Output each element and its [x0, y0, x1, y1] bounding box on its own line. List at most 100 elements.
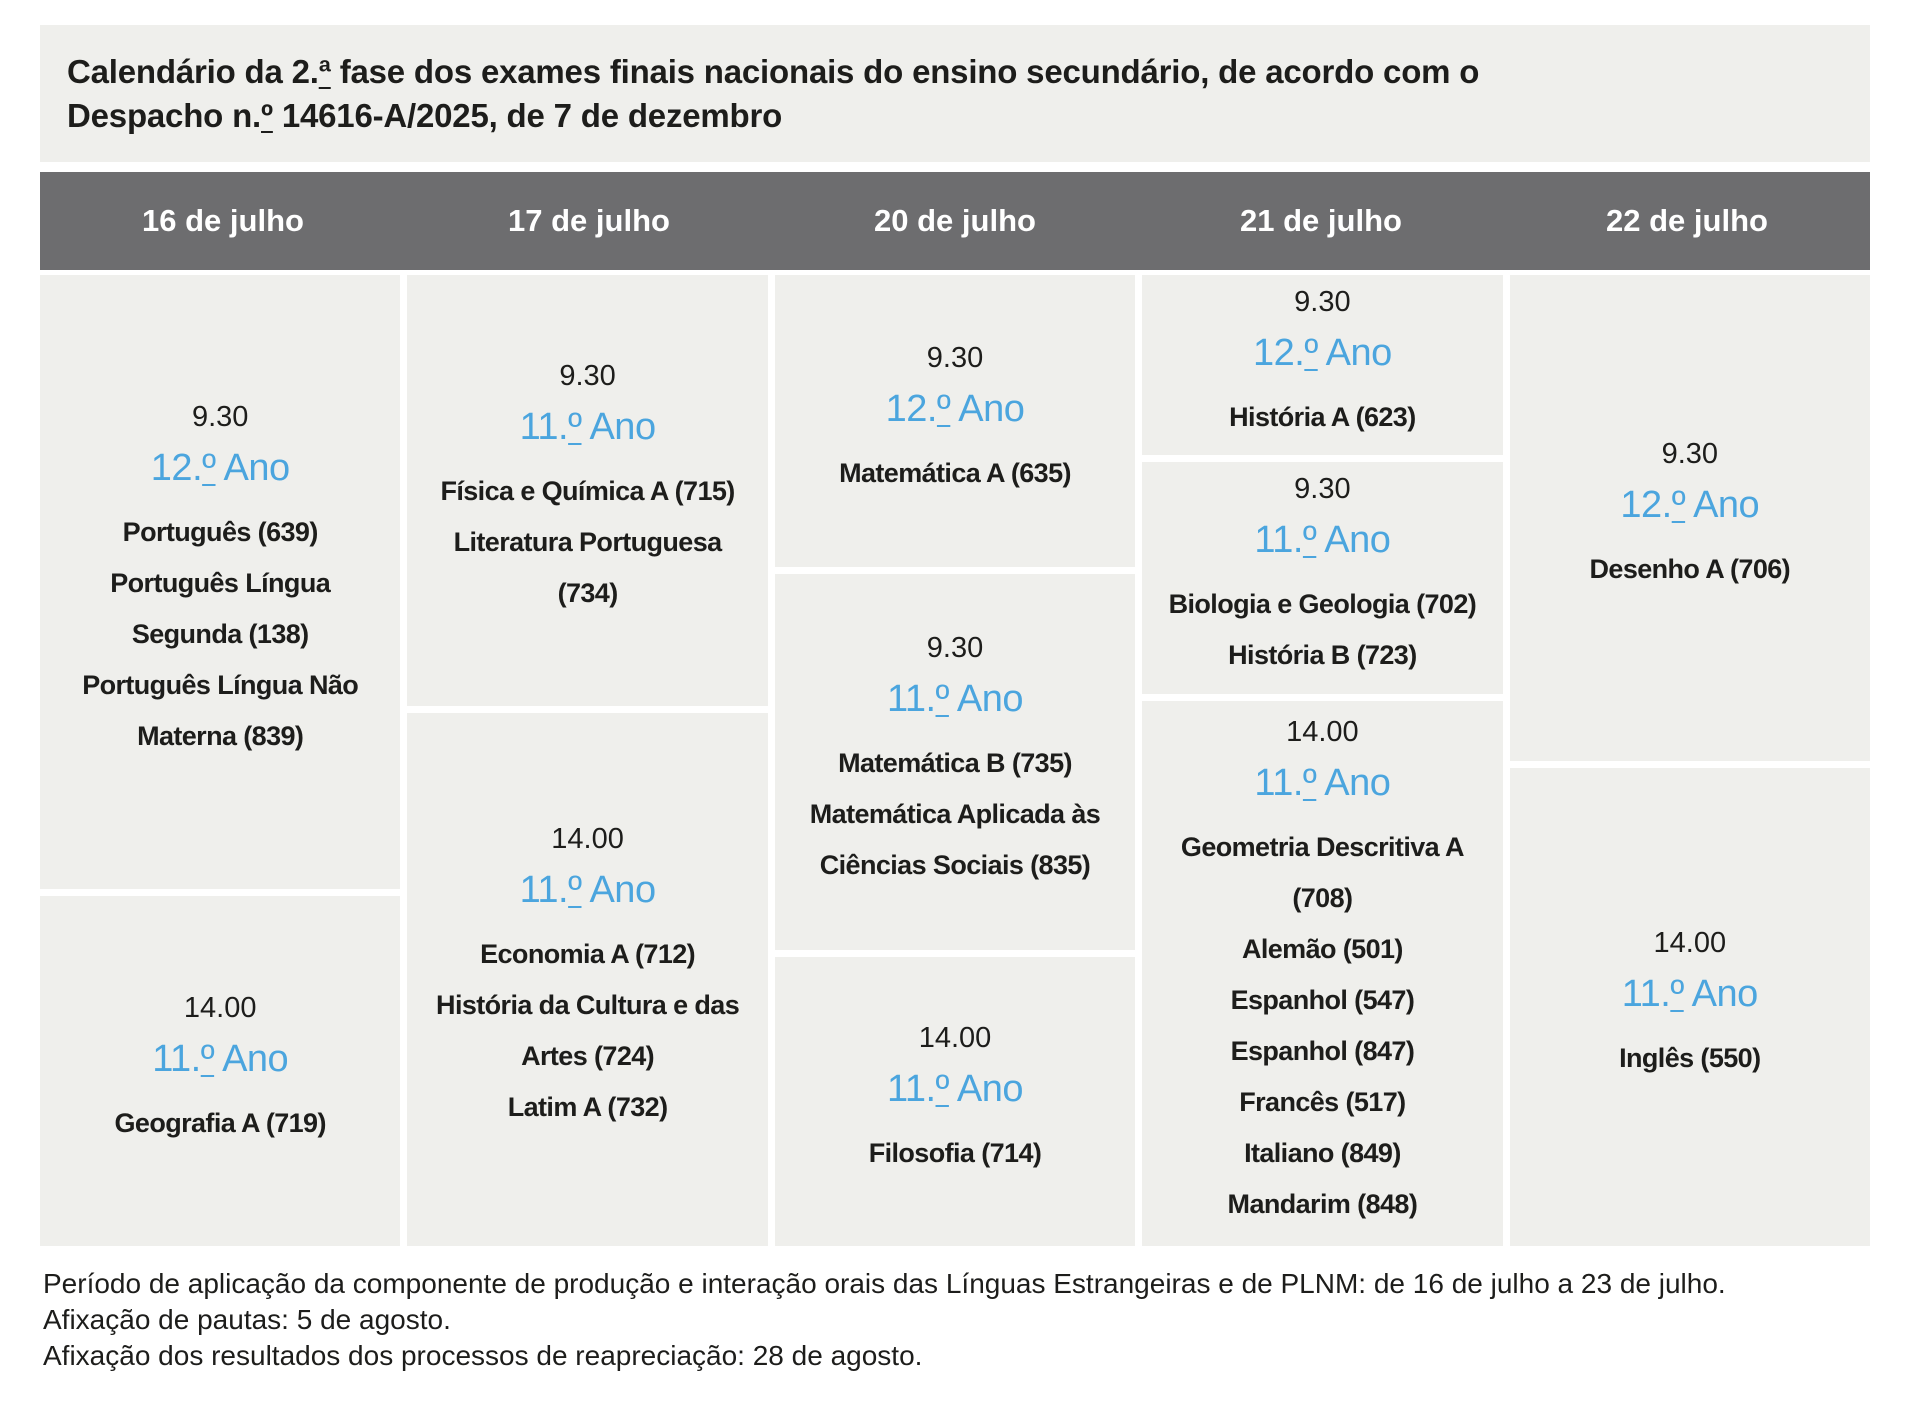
date-header-20-julho: 20 de julho — [874, 203, 1036, 238]
exam-year: 11.º Ano — [519, 869, 656, 912]
ordinal-indicator: º — [568, 405, 582, 448]
exam-subject: Geografia A (719) — [114, 1107, 327, 1138]
day-column-16-julho: 9.30 12.º Ano Português (639) Português … — [40, 275, 401, 1246]
exam-subject: Filosofia (714) — [868, 1137, 1042, 1168]
exam-year: 12.º Ano — [1620, 484, 1760, 527]
exam-session-cell: 9.30 12.º Ano Matemática A (635) — [774, 275, 1136, 568]
exam-year: 11.º Ano — [1254, 761, 1391, 804]
exam-subject: Espanhol (847) — [1230, 1035, 1415, 1066]
exam-session-cell: 9.30 12.º Ano Desenho A (706) — [1509, 275, 1870, 761]
exam-time: 14.00 — [1286, 715, 1359, 748]
ordinal-indicator: º — [202, 446, 216, 489]
ordinal-indicator: º — [936, 387, 951, 430]
exam-time: 9.30 — [926, 341, 984, 374]
exam-subject: Inglês (550) — [1619, 1043, 1761, 1074]
exam-subject: Português (639) — [122, 516, 319, 547]
exam-grid: 9.30 12.º Ano Português (639) Português … — [40, 275, 1870, 1246]
exam-year: 11.º Ano — [887, 677, 1023, 720]
exam-session-cell: 9.30 11.º Ano Física e Química A (715) L… — [407, 275, 768, 706]
exam-year: 11.º Ano — [152, 1037, 289, 1080]
exam-year: 11.º Ano — [1621, 973, 1758, 1016]
footer-notes: Período de aplicação da componente de pr… — [43, 1266, 1926, 1374]
exam-time: 9.30 — [1661, 438, 1719, 471]
exam-subject-list: Economia A (712) História da Cultura e d… — [436, 929, 740, 1133]
exam-subject: Latim A (732) — [507, 1092, 668, 1123]
exam-year: 11.º Ano — [519, 405, 656, 448]
exam-subject: Economia A (712) — [480, 939, 696, 970]
exam-subject: Espanhol (547) — [1230, 984, 1415, 1015]
exam-year: 12.º Ano — [885, 387, 1025, 430]
exam-subject: Matemática A (635) — [839, 457, 1071, 488]
exam-subject-list: Matemática A (635) — [839, 448, 1071, 499]
exam-subject: História da Cultura e das Artes (724) — [436, 990, 740, 1072]
exam-subject: Alemão (501) — [1241, 933, 1403, 964]
exam-subject-list: História A (623) — [1229, 392, 1416, 443]
page-title-line-2: Despacho n.º 14616-A/2025, de 7 de dezem… — [67, 96, 783, 134]
exam-session-cell: 9.30 11.º Ano Biologia e Geologia (702) … — [1142, 462, 1503, 695]
ordinal-indicator: º — [568, 869, 582, 912]
exam-time: 14.00 — [918, 1021, 992, 1054]
exam-subject: Português Língua Não Materna (839) — [82, 669, 359, 751]
footer-note-pautas: Afixação de pautas: 5 de agosto. — [43, 1304, 451, 1335]
footer-note-oral-period: Período de aplicação da componente de pr… — [43, 1268, 1726, 1299]
exam-subject-list: Física e Química A (715) Literatura Port… — [440, 466, 735, 619]
exam-time: 9.30 — [1294, 285, 1351, 318]
ordinal-indicator: º — [1670, 973, 1684, 1016]
exam-time: 14.00 — [183, 991, 257, 1024]
exam-session-cell: 14.00 11.º Ano Inglês (550) — [1509, 767, 1870, 1246]
date-header-22-julho: 22 de julho — [1606, 203, 1768, 238]
exam-subject-list: Geometria Descritiva A (708) Alemão (501… — [1180, 822, 1465, 1230]
day-column-20-julho: 9.30 12.º Ano Matemática A (635) 9.30 11… — [774, 275, 1136, 1246]
exam-subject: Desenho A (706) — [1589, 554, 1791, 585]
exam-subject: Literatura Portuguesa (734) — [453, 526, 723, 608]
exam-time: 14.00 — [551, 823, 624, 856]
exam-session-cell: 14.00 11.º Ano Geometria Descritiva A (7… — [1142, 701, 1503, 1246]
exam-year: 11.º Ano — [887, 1067, 1023, 1110]
exam-time: 9.30 — [191, 400, 249, 433]
exam-subject: Italiano (849) — [1244, 1137, 1401, 1168]
exam-subject-list: Filosofia (714) — [869, 1128, 1042, 1179]
page-title-line-1: Calendário da 2.ª fase dos exames finais… — [67, 52, 1480, 90]
exam-time: 9.30 — [1294, 473, 1351, 506]
exam-subject: Francês (517) — [1239, 1086, 1406, 1117]
exam-year: 12.º Ano — [1252, 331, 1392, 374]
ordinal-indicator: ª — [318, 52, 331, 90]
ordinal-indicator: º — [1304, 331, 1318, 374]
calendar-infographic: Calendário da 2.ª fase dos exames finais… — [40, 25, 1870, 1246]
exam-subject-list: Desenho A (706) — [1590, 544, 1791, 595]
exam-subject-list: Português (639) Português Língua Segunda… — [82, 507, 359, 762]
exam-session-cell: 14.00 11.º Ano Filosofia (714) — [774, 956, 1136, 1246]
ordinal-indicator: º — [261, 96, 273, 134]
exam-subject-list: Matemática B (735) Matemática Aplicada à… — [809, 738, 1101, 891]
exam-time: 9.30 — [559, 359, 616, 392]
ordinal-indicator: º — [1671, 484, 1686, 527]
exam-subject-list: Geografia A (719) — [114, 1098, 327, 1149]
exam-session-cell: 9.30 12.º Ano História A (623) — [1142, 275, 1503, 456]
exam-subject: Geometria Descritiva A (708) — [1180, 831, 1465, 913]
exam-subject: Matemática B (735) — [838, 747, 1072, 778]
date-header-17-julho: 17 de julho — [508, 203, 670, 238]
day-column-17-julho: 9.30 11.º Ano Física e Química A (715) L… — [407, 275, 768, 1246]
exam-subject: Português Língua Segunda (138) — [110, 567, 331, 649]
exam-subject: História B (723) — [1228, 640, 1417, 671]
exam-subject-list: Inglês (550) — [1619, 1033, 1761, 1084]
day-column-21-julho: 9.30 12.º Ano História A (623) 9.30 11.º… — [1142, 275, 1503, 1246]
exam-subject: Matemática Aplicada às Ciências Sociais … — [809, 798, 1101, 880]
exam-subject: Biologia e Geologia (702) — [1168, 589, 1477, 620]
exam-session-cell: 9.30 11.º Ano Matemática B (735) Matemát… — [774, 574, 1136, 950]
exam-session-cell: 9.30 12.º Ano Português (639) Português … — [40, 275, 401, 890]
exam-subject-list: Biologia e Geologia (702) História B (72… — [1169, 579, 1477, 681]
footer-note-reapreciacao: Afixação dos resultados dos processos de… — [43, 1340, 923, 1371]
ordinal-indicator: º — [1302, 519, 1317, 562]
exam-session-cell: 14.00 11.º Ano Economia A (712) História… — [407, 712, 768, 1246]
exam-subject: Mandarim (848) — [1227, 1188, 1418, 1219]
exam-time: 9.30 — [926, 631, 984, 664]
exam-subject: Física e Química A (715) — [440, 475, 735, 506]
day-column-22-julho: 9.30 12.º Ano Desenho A (706) 14.00 11.º… — [1509, 275, 1870, 1246]
date-header-16-julho: 16 de julho — [142, 203, 304, 238]
exam-year: 12.º Ano — [150, 446, 290, 489]
ordinal-indicator: º — [1302, 761, 1317, 804]
ordinal-indicator: º — [935, 1067, 950, 1110]
date-header-row: 16 de julho 17 de julho 20 de julho 21 d… — [40, 172, 1870, 270]
exam-year: 11.º Ano — [1254, 519, 1391, 562]
